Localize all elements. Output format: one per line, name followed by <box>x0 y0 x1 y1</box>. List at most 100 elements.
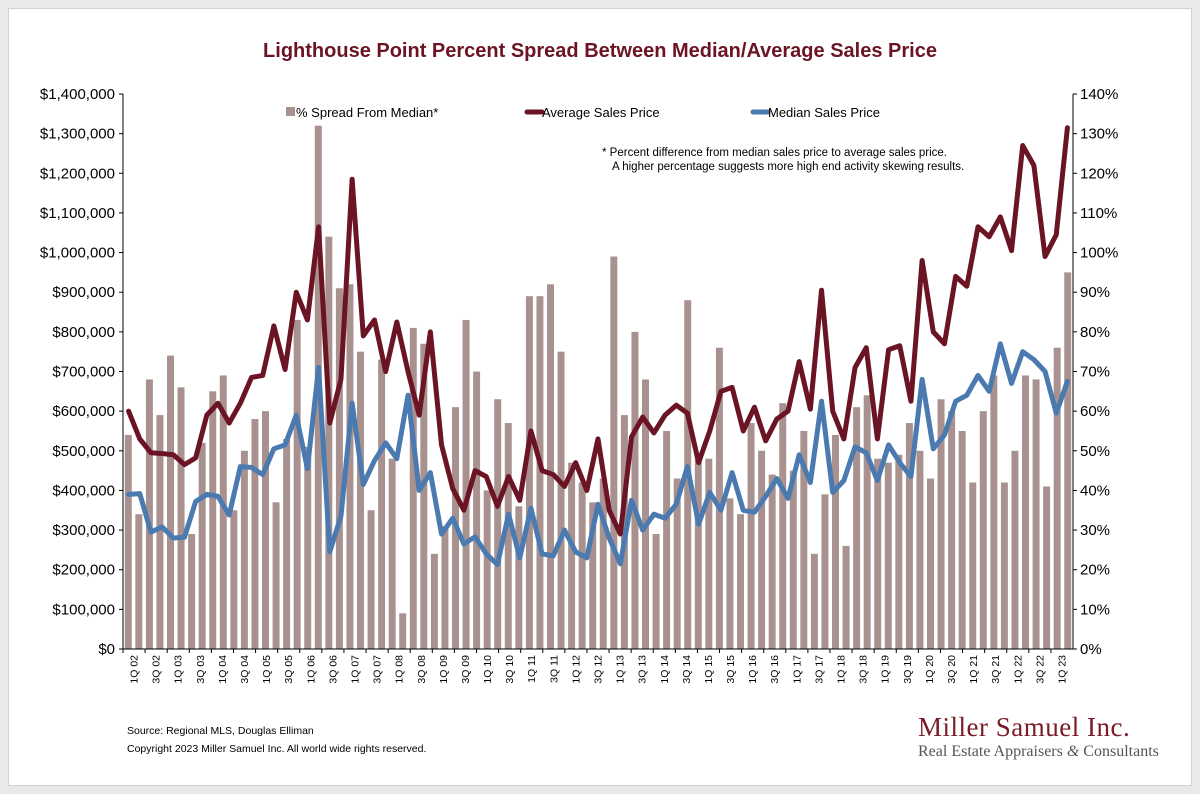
x-tick-label: 3Q 16 <box>769 655 781 684</box>
x-tick-label: 1Q 22 <box>1012 655 1024 684</box>
tagline-part-a: Real Estate Appraisers <box>918 743 1067 760</box>
spread-bar <box>219 375 227 649</box>
y-left-tick-label: $700,000 <box>52 364 115 381</box>
spread-bar <box>135 514 143 649</box>
spread-bar <box>240 450 248 649</box>
chart-title: Lighthouse Point Percent Spread Between … <box>263 40 937 62</box>
x-tick-label: 3Q 05 <box>283 655 295 684</box>
spread-bar <box>789 470 797 649</box>
legend-label-median: Median Sales Price <box>768 105 880 120</box>
spread-bar <box>1032 379 1040 649</box>
spread-bar <box>1011 450 1019 649</box>
spread-bar <box>547 284 554 649</box>
y-right-tick-label: 10% <box>1080 601 1110 618</box>
spread-bar <box>504 423 512 649</box>
spread-bar <box>335 288 343 649</box>
x-tick-label: 1Q 16 <box>747 655 759 684</box>
spread-bar <box>631 331 639 649</box>
spread-bar <box>230 510 238 649</box>
y-left-tick-label: $0 <box>98 641 115 658</box>
spread-bar <box>1022 375 1029 649</box>
spread-bar <box>779 403 787 649</box>
spread-bar <box>262 411 269 649</box>
y-right-tick-label: 70% <box>1080 364 1110 381</box>
spread-bar <box>177 387 185 649</box>
spread-bar <box>346 284 354 649</box>
x-tick-label: 3Q 14 <box>681 655 693 684</box>
spread-bar <box>272 502 280 649</box>
spread-bar <box>810 553 818 649</box>
x-tick-label: 1Q 20 <box>924 655 936 684</box>
average-price-line <box>126 125 1070 537</box>
spread-bar <box>599 478 607 649</box>
y-right-tick-label: 40% <box>1080 482 1110 499</box>
x-tick-label: 1Q 12 <box>570 655 582 684</box>
y-right-tick-label: 80% <box>1080 324 1110 341</box>
spread-bar <box>325 236 333 649</box>
x-tick-label: 3Q 15 <box>725 655 737 684</box>
spread-bar <box>462 319 470 649</box>
x-tick-label: 1Q 19 <box>880 655 892 684</box>
legend-label-spread: % Spread From Median* <box>296 105 438 120</box>
spread-bar <box>990 375 998 649</box>
spread-bar <box>378 359 386 649</box>
median-price-line <box>126 341 1070 568</box>
right-axis: 0% 10% 20% 30% 40% 50% 60% 70% 80% 90% 100% 110% 120… <box>1073 86 1118 658</box>
y-left-tick-label: $500,000 <box>52 443 115 460</box>
x-tick-label: 3Q 17 <box>813 655 825 684</box>
spread-bar <box>483 490 491 649</box>
spread-bar <box>525 296 533 649</box>
spread-bar <box>420 343 428 649</box>
spread-bar <box>673 478 681 649</box>
legend-label-average: Average Sales Price <box>542 105 660 120</box>
y-right-tick-label: 100% <box>1080 245 1118 262</box>
x-tick-label: 3Q 10 <box>504 655 516 684</box>
source-text: Source: Regional MLS, Douglas Elliman <box>127 725 314 737</box>
spread-bar <box>578 482 586 649</box>
spread-bar <box>747 423 755 649</box>
spread-bar <box>916 450 924 649</box>
y-left-tick-label: $200,000 <box>52 562 115 579</box>
y-left-tick-label: $900,000 <box>52 284 115 301</box>
x-tick-label: 1Q 18 <box>836 655 848 684</box>
spread-bar <box>610 256 618 649</box>
spread-bar <box>895 454 903 649</box>
spread-bar <box>367 510 375 649</box>
brand-tagline: Real Estate Appraisers & Consultants <box>918 743 1159 761</box>
spread-bar <box>156 415 164 649</box>
spread-bar <box>642 379 649 649</box>
x-tick-label: 1Q 07 <box>349 655 361 684</box>
spread-bar <box>905 423 913 649</box>
chart-note: * Percent difference from median sales p… <box>602 146 964 174</box>
y-left-tick-label: $400,000 <box>52 482 115 499</box>
price-lines <box>126 125 1070 568</box>
spread-bar <box>958 430 966 649</box>
spread-bar <box>441 526 449 649</box>
note-line-1: * Percent difference from median sales p… <box>602 147 947 159</box>
x-tick-label: 3Q 06 <box>327 655 339 684</box>
x-tick-label: 1Q 13 <box>615 655 627 684</box>
spread-bar <box>768 474 776 649</box>
y-right-tick-label: 140% <box>1080 86 1118 103</box>
x-tick-label: 3Q 09 <box>460 655 472 684</box>
x-tick-label: 1Q 09 <box>438 655 450 684</box>
spread-bar <box>515 506 523 649</box>
spread-bars <box>124 125 1072 649</box>
spread-bar <box>145 379 153 649</box>
spread-bar <box>969 482 977 649</box>
spread-bar <box>948 411 956 649</box>
y-left-tick-label: $100,000 <box>52 601 115 618</box>
spread-bar <box>167 355 174 649</box>
y-right-tick-label: 60% <box>1080 403 1110 420</box>
spread-bar <box>1053 347 1061 649</box>
spread-bar <box>842 545 850 649</box>
x-tick-label: 3Q 02 <box>151 655 163 684</box>
x-tick-label: 3Q 03 <box>195 655 207 684</box>
x-tick-label: 1Q 10 <box>482 655 494 684</box>
spread-bar <box>937 399 945 649</box>
spread-bar <box>694 458 702 649</box>
brand-logo-name: Miller Samuel Inc. <box>918 712 1131 742</box>
spread-bar <box>251 419 259 649</box>
spread-bar <box>388 458 396 649</box>
spread-bar <box>568 462 576 649</box>
